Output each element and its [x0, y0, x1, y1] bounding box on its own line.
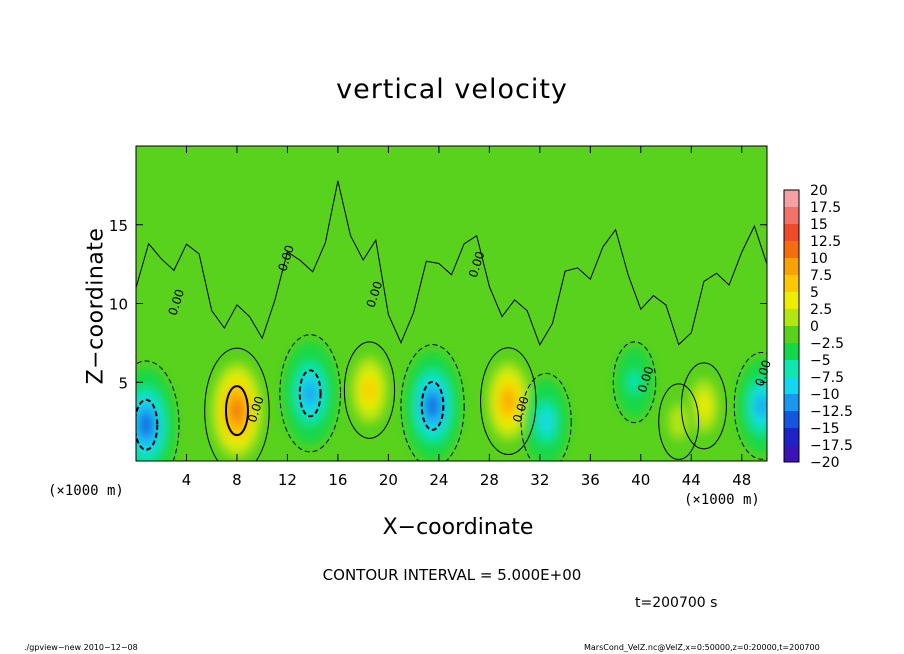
- colorbar-label: 20: [810, 183, 828, 199]
- contour-line: [520, 372, 572, 461]
- contour-line: [136, 398, 159, 451]
- colorbar-swatch: [784, 224, 799, 241]
- plot-area: 0.000.000.000.000.000.000.00 0.00: [135, 145, 774, 462]
- x-tick-label: 40: [631, 471, 650, 489]
- field-blob: [628, 370, 641, 395]
- x-tick-label: 44: [682, 471, 701, 489]
- x-tick-label: 28: [480, 471, 499, 489]
- colorbar-swatch: [784, 275, 799, 292]
- contour-line: [612, 341, 657, 424]
- contour-line: [343, 341, 396, 439]
- contour-line: [733, 351, 767, 460]
- field-blob: [232, 401, 242, 420]
- x-tick-label: 12: [278, 471, 297, 489]
- colorbar-label: −10: [810, 387, 840, 403]
- colorbar-swatch: [784, 360, 799, 377]
- field-blob: [427, 396, 438, 416]
- contour-line: [658, 383, 700, 460]
- colorbar-swatch: [784, 394, 799, 411]
- colorbar-swatch: [784, 309, 799, 326]
- y-tick-label: 10: [109, 296, 128, 314]
- x-tick-label: 20: [379, 471, 398, 489]
- x-axis-label: X−coordinate: [382, 515, 534, 540]
- time-label: t=200700 s: [635, 595, 718, 611]
- colorbar-label: −5: [810, 353, 831, 369]
- y-tick-label: 5: [118, 374, 128, 392]
- colorbar-label: −17.5: [810, 438, 853, 454]
- footer-program-label: ./gpview−new 2010−12−08: [24, 643, 138, 652]
- x-tick-label: 8: [232, 471, 242, 489]
- colorbar-label: −15: [810, 421, 840, 437]
- colorbar-label: 12.5: [810, 234, 841, 250]
- colorbar-label: −20: [810, 455, 840, 471]
- contour-line: [480, 347, 537, 456]
- colorbar-label: 17.5: [810, 200, 841, 216]
- colorbar-label: −2.5: [810, 336, 844, 352]
- contour-interval-text: CONTOUR INTERVAL = 5.000E+00: [322, 566, 582, 584]
- x-tick-label: 4: [182, 471, 192, 489]
- colorbar-swatch: [784, 411, 799, 428]
- field-blob: [141, 415, 152, 435]
- y-tick-label: 15: [109, 217, 128, 235]
- x-tick-label: 16: [328, 471, 347, 489]
- colorbar-label: 7.5: [810, 268, 832, 284]
- contour-line: [400, 344, 465, 461]
- colorbar-label: 15: [810, 217, 828, 233]
- contour-line: [279, 334, 341, 453]
- x-tick-label: 48: [732, 471, 751, 489]
- field-blob: [503, 391, 514, 411]
- field-blob: [697, 393, 711, 419]
- contour-line: [298, 369, 322, 418]
- contour-line: [420, 380, 445, 431]
- colorbar-swatch: [784, 241, 799, 258]
- field-blob: [363, 379, 376, 401]
- x-unit-label-left: (×1000 m): [48, 483, 124, 499]
- y-axis-label: Z−coordinate: [83, 227, 109, 385]
- chart-title: vertical velocity: [336, 74, 568, 105]
- colorbar-swatch: [784, 377, 799, 394]
- colorbar-label: −12.5: [810, 404, 853, 420]
- x-tick-label: 24: [429, 471, 448, 489]
- colorbar-swatch: [784, 326, 799, 343]
- field-blob: [304, 382, 316, 404]
- contour-line: [224, 385, 249, 437]
- contour-line: [680, 362, 727, 450]
- colorbar-label: 0: [810, 319, 819, 335]
- colorbar-label: 10: [810, 251, 828, 267]
- colorbar: 2017.51512.5107.552.50−2.5−5−7.5−10−12.5…: [783, 183, 853, 471]
- field-blob: [669, 405, 688, 439]
- colorbar-swatch: [784, 292, 799, 309]
- colorbar-swatch: [784, 207, 799, 224]
- colorbar-swatch: [784, 258, 799, 275]
- footer-source-label: MarsCond_VelZ.nc@VelZ,x=0:50000,z=0:2000…: [584, 643, 820, 652]
- colorbar-swatch: [784, 428, 799, 445]
- x-tick-label: 32: [530, 471, 549, 489]
- x-tick-label: 36: [581, 471, 600, 489]
- field-blob: [540, 410, 552, 433]
- colorbar-swatch: [784, 190, 799, 207]
- colorbar-swatch: [784, 445, 799, 462]
- x-unit-label-right: (×1000 m): [684, 492, 760, 508]
- colorbar-label: −7.5: [810, 370, 844, 386]
- colorbar-swatch: [784, 343, 799, 360]
- colorbar-label: 5: [810, 285, 819, 301]
- contour-line: [136, 360, 180, 461]
- field-blob: [756, 396, 767, 416]
- colorbar-label: 2.5: [810, 302, 832, 318]
- zero-contour: [136, 180, 767, 347]
- contour-line: [204, 347, 270, 461]
